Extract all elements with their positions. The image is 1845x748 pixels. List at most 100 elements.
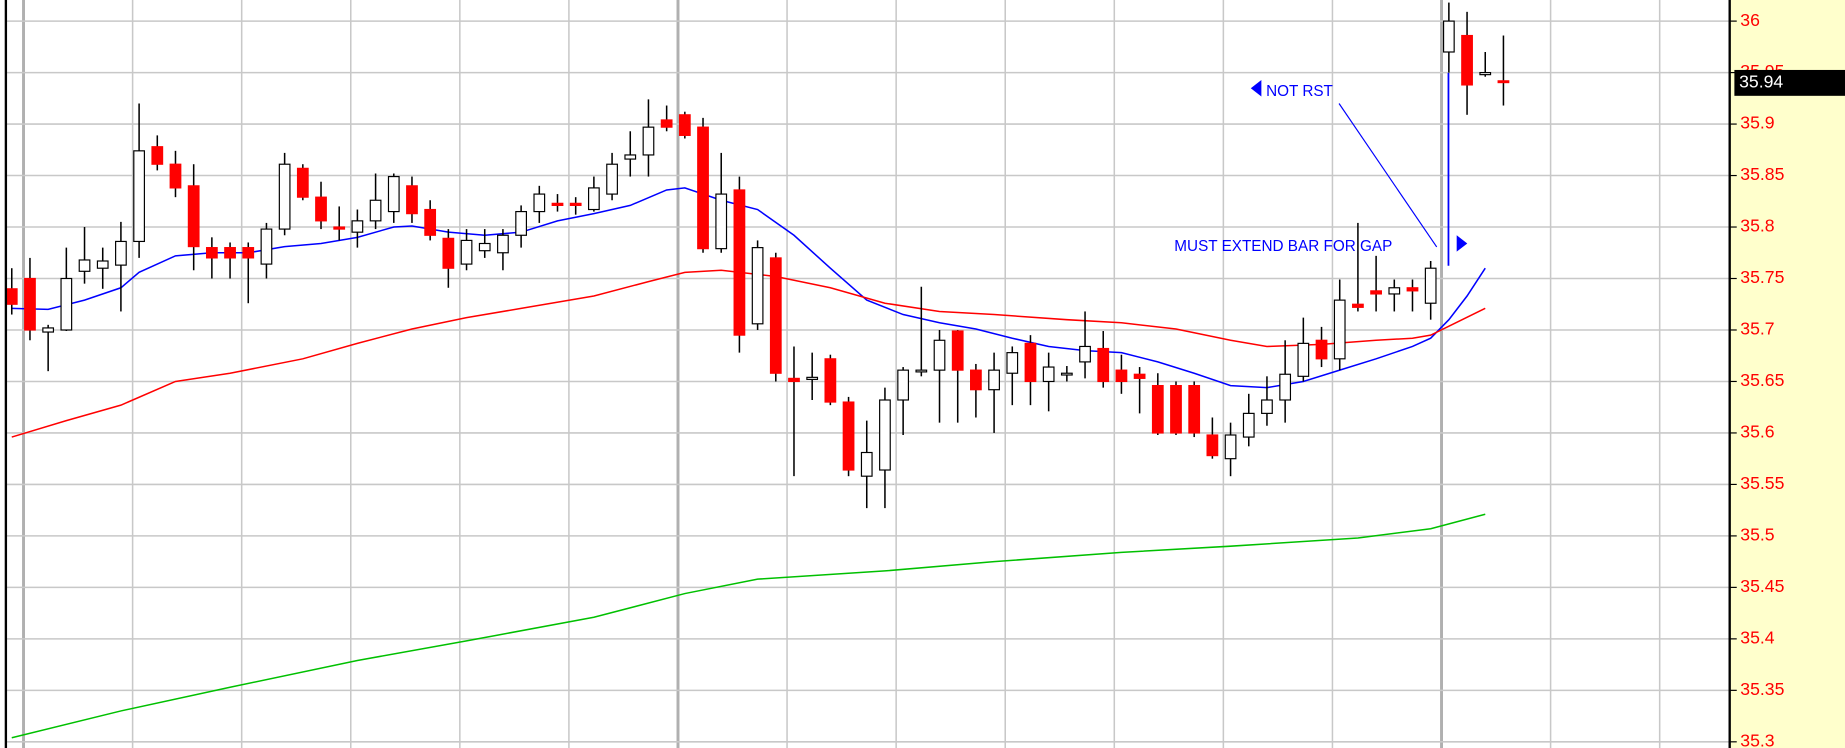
- candle-body: [1261, 399, 1273, 414]
- plot-background: [0, 0, 1730, 748]
- y-tick-label: 35.75: [1740, 267, 1784, 287]
- y-tick-label: 35.6: [1740, 422, 1775, 442]
- candle-body: [1060, 372, 1073, 376]
- candle-body: [1170, 384, 1182, 434]
- candle-body: [296, 167, 309, 198]
- candle-body: [333, 226, 346, 230]
- candle-body: [1297, 342, 1310, 377]
- candle-body: [1479, 71, 1492, 76]
- candle-body: [1442, 20, 1455, 53]
- candle-body: [1151, 384, 1164, 434]
- candle-body: [1206, 434, 1219, 457]
- candle-body: [24, 277, 36, 331]
- y-tick-label: 35.45: [1740, 576, 1784, 596]
- y-tick-label: 35.85: [1740, 164, 1784, 184]
- candle-body: [5, 288, 18, 305]
- candle-body: [369, 199, 382, 222]
- moving-average-line: [11, 513, 1486, 739]
- candle-body: [1006, 352, 1019, 374]
- candle-body: [1461, 34, 1473, 86]
- candle-body: [933, 339, 946, 371]
- candle-body: [970, 369, 982, 391]
- annotation-text: MUST EXTEND BAR FOR GAP: [1174, 238, 1392, 255]
- candle-body: [151, 146, 164, 165]
- candle-body: [1406, 287, 1419, 292]
- y-tick-label: 35.9: [1740, 113, 1774, 133]
- candle-body: [951, 330, 964, 371]
- candle-body: [1388, 287, 1401, 295]
- candle-body: [497, 234, 509, 254]
- candle-body: [988, 369, 1000, 391]
- candle-body: [42, 327, 55, 333]
- candle-body: [715, 193, 728, 250]
- candle-body: [660, 119, 673, 128]
- y-tick-label: 35.5: [1740, 525, 1775, 545]
- last-price-label: 35.94: [1739, 72, 1783, 92]
- y-tick-label: 35.3: [1740, 730, 1775, 748]
- candle-body: [315, 196, 327, 222]
- candle-body: [224, 247, 236, 259]
- candle-body: [879, 399, 891, 471]
- annotation-arrow: [1338, 103, 1438, 248]
- candle-body: [205, 247, 218, 259]
- candle-body: [751, 247, 764, 325]
- candle-body: [442, 237, 455, 269]
- moving-average-line: [11, 187, 1486, 389]
- candle-body: [806, 376, 819, 380]
- candle-body: [587, 187, 600, 211]
- candle-body: [1370, 290, 1382, 295]
- candle-body: [387, 175, 400, 213]
- candle-body: [96, 260, 109, 269]
- candle-body: [697, 126, 709, 250]
- candle-body: [187, 185, 200, 248]
- candle-body: [406, 185, 418, 215]
- candle-body: [515, 210, 528, 236]
- candle-body: [769, 257, 782, 374]
- candle-body: [460, 239, 473, 265]
- candle-body: [824, 358, 837, 403]
- candle-body: [860, 451, 873, 477]
- annotations: NOT RST MUST EXTEND BAR FOR GAP: [1174, 72, 1468, 266]
- candle-body: [624, 154, 637, 160]
- candle-body: [678, 114, 691, 136]
- y-tick-label: 35.35: [1740, 679, 1784, 699]
- candle-body: [1115, 369, 1128, 383]
- candle-body: [115, 240, 127, 266]
- price-axis: 35.3 35.35 35.4 35.45 35.5 35.55 35.6 35.65 35.7…: [1729, 10, 1845, 748]
- candle-body: [1333, 299, 1346, 360]
- candle-body: [60, 277, 73, 331]
- candle-body: [551, 202, 564, 206]
- last-price-box: [1734, 69, 1845, 96]
- candle-body: [1497, 80, 1510, 84]
- candle-body: [1079, 345, 1091, 363]
- candle-body: [169, 163, 182, 189]
- y-tick-label: 35.8: [1740, 216, 1775, 236]
- candle-body: [78, 259, 91, 272]
- candle-body: [424, 208, 437, 236]
- candle-body: [733, 189, 746, 336]
- candle-body: [1133, 373, 1146, 379]
- candle-body: [533, 193, 546, 213]
- y-tick-label: 35.65: [1740, 370, 1784, 390]
- annotation-text: NOT RST: [1266, 83, 1333, 100]
- candle-body: [1188, 384, 1201, 434]
- candles: [5, 2, 1510, 509]
- candle-body: [788, 377, 800, 383]
- candle-body: [915, 369, 928, 373]
- candle-body: [569, 202, 582, 206]
- candle-body: [1424, 267, 1437, 304]
- y-tick-label: 35.7: [1740, 319, 1774, 339]
- arrow-left: [1250, 79, 1262, 97]
- candle-body: [478, 242, 491, 252]
- candle-body: [242, 247, 255, 259]
- candle-body: [1224, 434, 1237, 460]
- candle-body: [278, 163, 291, 230]
- candle-body: [260, 228, 273, 265]
- y-tick-label: 35.4: [1740, 628, 1775, 648]
- y-tick-label: 36: [1740, 10, 1760, 30]
- y-tick-label: 35.55: [1740, 473, 1784, 493]
- candle-body: [351, 220, 364, 233]
- candle-body: [642, 126, 655, 156]
- candle-body: [1242, 412, 1255, 438]
